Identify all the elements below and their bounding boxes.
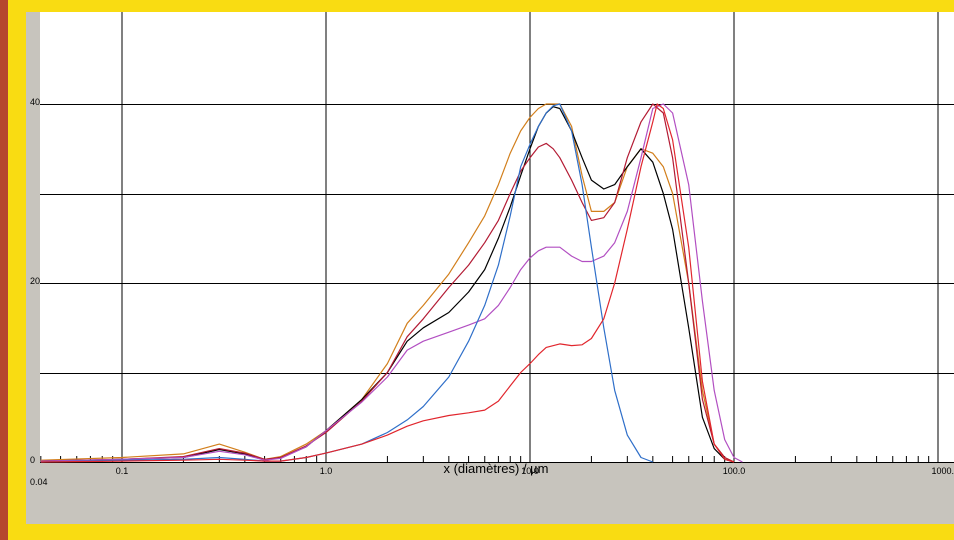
x-tick-label-1: 1.0 — [320, 466, 333, 476]
y-tick-label-2: 40 — [30, 97, 40, 107]
plot-area — [40, 12, 954, 463]
x-tick-label-0: 0.1 — [116, 466, 129, 476]
series-lines — [40, 103, 743, 463]
x-tick-label-4: 1000. — [931, 466, 954, 476]
series-line-2 — [40, 106, 735, 463]
x-axis-title: x (diamètres) / µm — [443, 461, 548, 476]
x-tick-label-3: 100.0 — [723, 466, 746, 476]
y-tick-label-0: 0 — [30, 455, 35, 465]
x-min-label: 0.04 — [30, 477, 48, 487]
series-line-4 — [40, 103, 743, 463]
window-left-edge — [0, 0, 8, 540]
axis-tick-labels: 0.04 x (diamètres) / µm 0.1 1.0 10.0 100.0 1… — [30, 97, 954, 487]
x-tick-label-2: 10.0 — [521, 466, 539, 476]
series-line-3 — [40, 103, 735, 463]
series-line-6 — [40, 103, 735, 463]
grid-lines — [40, 12, 954, 463]
series-line-1 — [40, 103, 735, 463]
y-tick-label-1: 20 — [30, 276, 40, 286]
